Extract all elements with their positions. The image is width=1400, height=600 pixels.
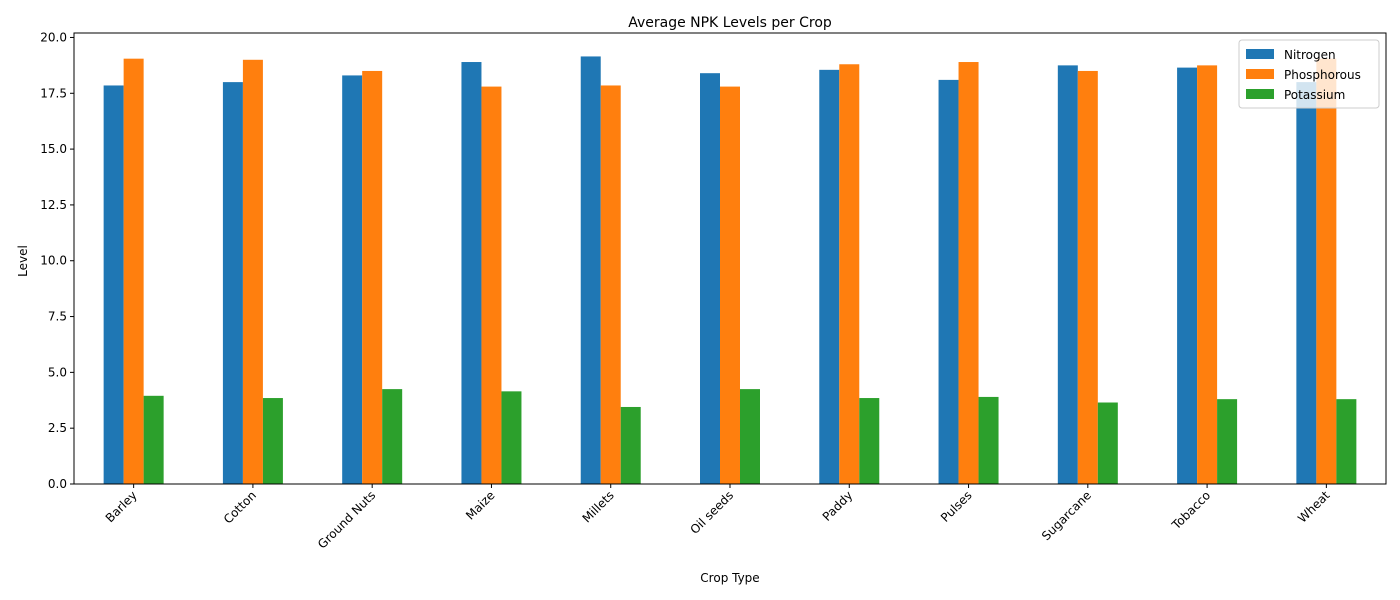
x-axis-ticks: Barley Cotton Ground Nuts Maize Millets Oil s… [103, 484, 1333, 552]
bar-potassium-oil-seeds [740, 389, 760, 484]
legend-label-phosphorous: Phosphorous [1284, 68, 1361, 82]
x-tick-label: Pulses [938, 488, 975, 525]
bar-nitrogen-wheat [1296, 82, 1317, 485]
y-tick-label: 17.5 [40, 86, 67, 100]
bar-phosphorous-barley [123, 58, 144, 484]
x-tick-label: Ground Nuts [315, 488, 378, 551]
bar-potassium-cotton [262, 398, 283, 484]
y-tick-label: 2.5 [48, 421, 67, 435]
bar-nitrogen-maize [461, 62, 482, 485]
x-tick-label: Maize [463, 488, 497, 522]
bar-nitrogen-millets [580, 56, 601, 485]
bar-potassium-tobacco [1217, 399, 1238, 484]
y-tick-label: 0.0 [48, 477, 67, 491]
y-tick-label: 7.5 [48, 310, 67, 324]
bar-nitrogen-sugarcane [1057, 65, 1078, 484]
x-tick-label: Barley [103, 488, 140, 525]
bar-phosphorous-oil-seeds [720, 86, 740, 484]
bar-potassium-barley [143, 395, 164, 484]
legend-label-potassium: Potassium [1284, 88, 1345, 102]
bar-potassium-paddy [859, 398, 880, 484]
legend-swatch-nitrogen [1246, 49, 1274, 59]
x-tick-label: Tobacco [1169, 488, 1214, 533]
legend-swatch-potassium [1246, 89, 1274, 99]
bar-phosphorous-ground-nuts [362, 70, 383, 484]
bar-nitrogen-tobacco [1177, 67, 1198, 484]
plot-frame [73, 32, 1387, 485]
bar-potassium-millets [620, 406, 641, 484]
bar-potassium-ground-nuts [382, 389, 403, 484]
x-tick-label: Oil seeds [687, 488, 736, 537]
bar-phosphorous-sugarcane [1077, 70, 1098, 484]
x-tick-label: Sugarcane [1039, 488, 1094, 543]
bar-nitrogen-barley [103, 85, 124, 484]
y-axis-label: Level [16, 245, 30, 277]
bar-phosphorous-wheat [1316, 58, 1337, 484]
y-tick-label: 10.0 [40, 254, 67, 268]
bar-potassium-wheat [1336, 399, 1357, 484]
bar-nitrogen-cotton [222, 82, 243, 485]
chart-title: Average NPK Levels per Crop [628, 15, 832, 31]
legend: Nitrogen Phosphorous Potassium [1238, 39, 1380, 109]
x-tick-label: Cotton [221, 488, 259, 526]
legend-swatch-phosphorous [1246, 69, 1274, 79]
bar-phosphorous-pulses [958, 62, 979, 485]
bar-nitrogen-ground-nuts [342, 75, 363, 485]
bar-nitrogen-oil-seeds [700, 73, 720, 485]
bar-phosphorous-tobacco [1197, 65, 1218, 484]
x-tick-label: Millets [580, 488, 617, 525]
bar-phosphorous-paddy [839, 64, 860, 485]
x-axis-label: Crop Type [700, 571, 759, 585]
bar-potassium-maize [501, 391, 522, 484]
y-tick-label: 20.0 [40, 30, 67, 44]
bar-phosphorous-maize [481, 86, 502, 484]
bar-phosphorous-millets [600, 85, 621, 484]
bar-nitrogen-paddy [819, 69, 840, 484]
x-tick-label: Paddy [820, 488, 856, 524]
bar-potassium-pulses [978, 396, 999, 484]
legend-label-nitrogen: Nitrogen [1284, 48, 1336, 62]
x-tick-label: Wheat [1295, 488, 1333, 526]
bar-nitrogen-pulses [938, 79, 959, 484]
bar-potassium-sugarcane [1097, 402, 1118, 484]
y-axis-ticks: 0.0 2.5 5.0 7.5 10.0 12.5 15.0 17.5 20.0 [40, 30, 74, 491]
y-tick-label: 15.0 [40, 142, 67, 156]
y-tick-label: 12.5 [40, 198, 67, 212]
bar-phosphorous-cotton [242, 59, 263, 484]
y-tick-label: 5.0 [48, 365, 67, 379]
bars-group [103, 56, 1357, 485]
